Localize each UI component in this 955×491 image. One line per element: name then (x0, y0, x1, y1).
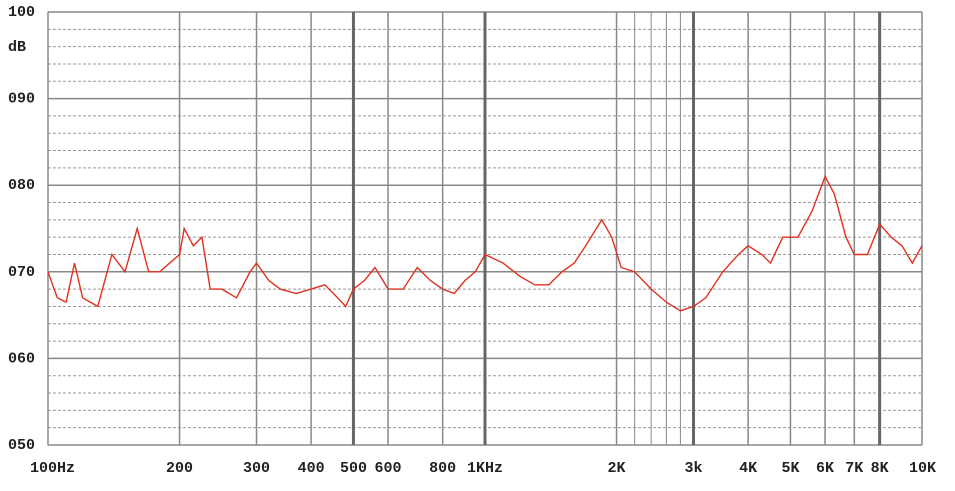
x-tick-label: 500 (340, 460, 367, 477)
x-tick-label: 200 (166, 460, 193, 477)
data-line (47, 174, 923, 312)
y-tick-label: 100 (8, 4, 35, 21)
x-tick-label: 600 (375, 460, 402, 477)
x-tick-label: 7K (845, 460, 863, 477)
x-tick-label: 8K (871, 460, 889, 477)
x-tick-label: 1KHz (467, 460, 503, 477)
x-tick-label: 10K (909, 460, 936, 477)
x-tick-label: 3k (684, 460, 702, 477)
x-tick-label: 400 (298, 460, 325, 477)
y-tick-label: 060 (8, 350, 35, 367)
x-tick-label: 300 (243, 460, 270, 477)
y-tick-label: 080 (8, 177, 35, 194)
y-tick-label: 070 (8, 264, 35, 281)
x-tick-label: 5K (781, 460, 799, 477)
x-tick-label: 100Hz (30, 460, 75, 477)
x-tick-label: 4K (739, 460, 757, 477)
y-axis-label: dB (8, 39, 26, 56)
x-tick-label: 6K (816, 460, 834, 477)
y-tick-label: 050 (8, 437, 35, 454)
y-tick-label: 090 (8, 91, 35, 108)
x-tick-label: 800 (429, 460, 456, 477)
x-tick-label: 2K (608, 460, 626, 477)
